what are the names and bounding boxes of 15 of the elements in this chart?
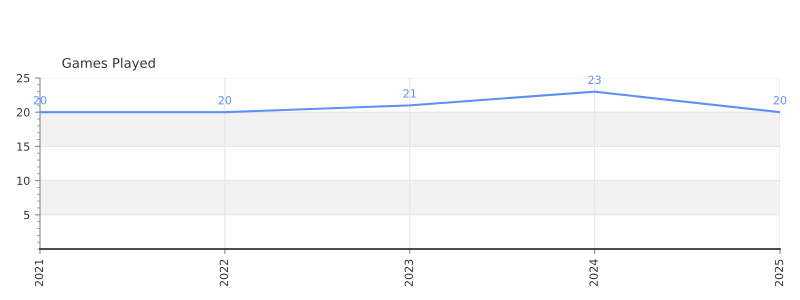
x-tick-label: 2025 (774, 260, 784, 286)
x-tick-label: 2024 (589, 259, 598, 286)
y-tick-label: 15 (17, 142, 30, 151)
x-tick-label: 2023 (404, 260, 413, 286)
data-label: 21 (403, 89, 416, 98)
chart-title: Games Played (62, 58, 155, 70)
data-label: 20 (774, 96, 786, 104)
y-tick-label: 10 (17, 176, 30, 185)
data-label: 23 (588, 76, 601, 84)
y-tick-label: 25 (16, 74, 30, 82)
y-tick-label: 20 (16, 108, 30, 117)
x-tick-label: 2021 (34, 260, 44, 286)
data-label: 20 (218, 96, 232, 104)
x-tick-label: 2022 (220, 260, 228, 286)
y-tick-label: 5 (24, 210, 30, 220)
